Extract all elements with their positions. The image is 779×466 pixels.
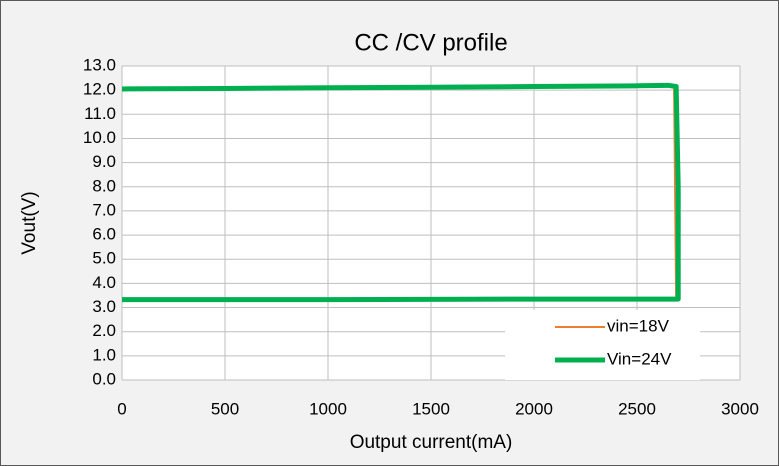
y-tick-label: 7.0 <box>92 200 116 219</box>
y-tick-label: 9.0 <box>92 152 116 171</box>
y-tick-label: 12.0 <box>83 80 116 99</box>
x-tick-label: 0 <box>117 399 126 418</box>
y-axis-label: Vout(V) <box>19 191 40 254</box>
y-tick-label: 6.0 <box>92 225 116 244</box>
y-tick-label: 2.0 <box>92 321 116 340</box>
x-axis-label: Output current(mA) <box>350 432 513 453</box>
y-tick-label: 0.0 <box>92 369 116 388</box>
y-tick-label: 13.0 <box>83 55 116 74</box>
x-tick-label: 1000 <box>309 399 347 418</box>
y-tick-label: 4.0 <box>92 273 116 292</box>
x-tick-label: 2500 <box>618 399 656 418</box>
y-tick-label: 1.0 <box>92 345 116 364</box>
x-tick-label: 2000 <box>515 399 553 418</box>
y-tick-label: 8.0 <box>92 176 116 195</box>
y-tick-label: 11.0 <box>84 104 116 123</box>
y-tick-label: 3.0 <box>92 297 116 316</box>
legend-label: vin=18V <box>607 316 670 335</box>
legend-box <box>505 310 700 380</box>
x-tick-label: 1500 <box>412 399 450 418</box>
y-tick-label: 5.0 <box>92 249 116 268</box>
x-tick-label: 500 <box>211 399 239 418</box>
y-tick-label: 10.0 <box>83 128 116 147</box>
legend-label: Vin=24V <box>607 349 672 368</box>
x-tick-label: 3000 <box>721 399 759 418</box>
series-line <box>121 82 681 303</box>
chart-title: CC /CV profile <box>354 29 507 56</box>
